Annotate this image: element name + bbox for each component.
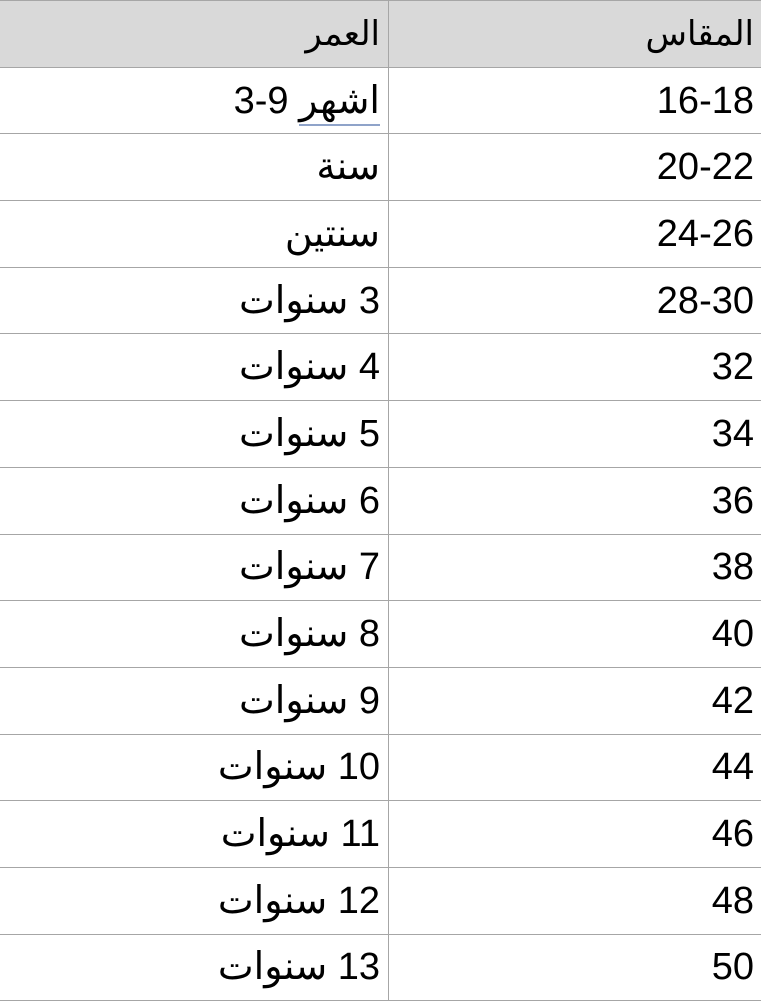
size-cell[interactable]: 38 (389, 534, 761, 601)
size-cell[interactable]: 50 (389, 934, 761, 1001)
header-age[interactable]: العمر (0, 1, 389, 68)
size-cell[interactable]: 34 (389, 401, 761, 468)
size-cell[interactable]: 28-30 (389, 267, 761, 334)
header-size[interactable]: المقاس (389, 1, 761, 68)
size-cell[interactable]: 46 (389, 801, 761, 868)
age-cell[interactable]: 12 سنوات (0, 867, 389, 934)
size-cell[interactable]: 40 (389, 601, 761, 668)
size-cell[interactable]: 44 (389, 734, 761, 801)
age-cell[interactable]: 6 سنوات (0, 467, 389, 534)
size-cell[interactable]: 42 (389, 667, 761, 734)
age-cell[interactable]: سنة (0, 134, 389, 201)
age-unit-spellcheck: اشهر (299, 80, 380, 126)
age-cell[interactable]: 11 سنوات (0, 801, 389, 868)
size-cell[interactable]: 16-18 (389, 67, 761, 134)
age-cell[interactable]: 13 سنوات (0, 934, 389, 1001)
age-number: 9-3 (234, 80, 289, 122)
age-cell[interactable]: 9 سنوات (0, 667, 389, 734)
age-cell[interactable]: اشهر 9-3 (0, 67, 389, 134)
size-cell[interactable]: 24-26 (389, 201, 761, 268)
size-cell[interactable]: 32 (389, 334, 761, 401)
age-cell[interactable]: 4 سنوات (0, 334, 389, 401)
age-cell[interactable]: 7 سنوات (0, 534, 389, 601)
age-cell[interactable]: 5 سنوات (0, 401, 389, 468)
age-cell[interactable]: 8 سنوات (0, 601, 389, 668)
size-cell[interactable]: 48 (389, 867, 761, 934)
age-cell[interactable]: 3 سنوات (0, 267, 389, 334)
header-row: العمر المقاس (0, 1, 761, 68)
age-cell[interactable]: 10 سنوات (0, 734, 389, 801)
size-cell[interactable]: 20-22 (389, 134, 761, 201)
age-cell[interactable]: سنتين (0, 201, 389, 268)
size-cell[interactable]: 36 (389, 467, 761, 534)
